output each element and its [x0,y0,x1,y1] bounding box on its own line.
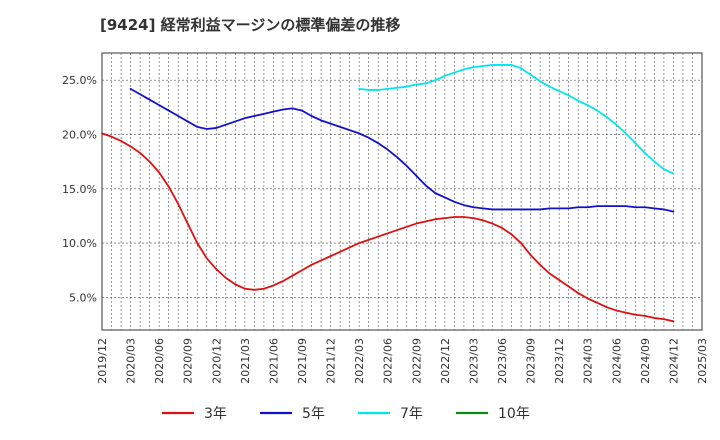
x-tick-label: 2025/03 [696,338,709,384]
x-tick-label: 2023/12 [553,338,566,384]
x-tick-label: 2021/12 [325,338,338,384]
legend-label: 3年 [204,406,227,422]
series-lines [101,64,675,323]
y-tick-label: 20.0% [62,128,97,141]
series-line-7年 [358,64,675,175]
x-tick-label: 2020/09 [182,338,195,384]
legend-label: 7年 [400,406,423,422]
x-tick-label: 2021/06 [267,338,280,384]
x-tick-label: 2022/12 [439,338,452,384]
x-tick-label: 2023/03 [467,338,480,384]
x-tick-label: 2021/09 [296,338,309,384]
x-tick-label: 2024/06 [610,338,623,384]
x-tick-label: 2021/03 [239,338,252,384]
x-tick-label: 2024/09 [639,338,652,384]
x-tick-label: 2023/06 [496,338,509,384]
x-tick-label: 2022/03 [353,338,366,384]
y-tick-label: 10.0% [62,237,97,250]
x-tick-label: 2024/12 [667,338,680,384]
x-tick-label: 2022/09 [410,338,423,384]
legend-label: 5年 [302,406,325,422]
x-tick-label: 2020/03 [125,338,138,384]
legend: 3年 5年 7年 10年 [162,406,530,422]
chart-title: [9424] 経常利益マージンの標準偏差の推移 [100,16,401,34]
x-tick-label: 2022/06 [382,338,395,384]
plot-area [101,52,703,331]
x-tick-label: 2019/12 [96,338,109,384]
grid-lines [102,53,702,330]
series-line-3年 [101,132,675,323]
legend-label: 10年 [498,406,530,422]
x-tick-label: 2020/06 [153,338,166,384]
y-tick-label: 15.0% [62,183,97,196]
y-tick-label: 5.0% [69,291,97,304]
x-axis: 2019/12 2020/03 2020/06 2020/09 2020/12 2021/… [96,338,709,384]
y-tick-label: 25.0% [62,74,97,87]
series-line-5年 [129,87,675,213]
x-tick-label: 2024/03 [582,338,595,384]
y-axis: 5.0% 10.0% 15.0% 20.0% 25.0% [62,74,97,304]
x-tick-label: 2023/09 [525,338,538,384]
x-tick-label: 2020/12 [210,338,223,384]
